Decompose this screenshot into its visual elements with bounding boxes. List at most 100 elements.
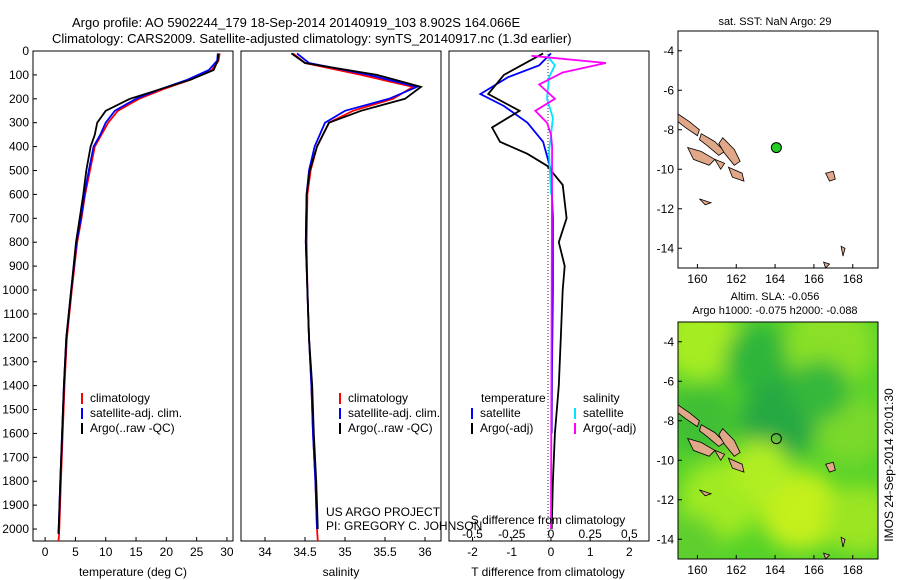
s-difference-tick-label: 0.5 bbox=[621, 527, 638, 541]
map-lon-label: 164 bbox=[765, 563, 785, 577]
island bbox=[699, 198, 713, 206]
sst-map-title: sat. SST: NaN Argo: 29 bbox=[718, 16, 831, 28]
temperature-tick-label: 25 bbox=[190, 545, 204, 559]
temperature-legend-label: satellite-adj. clim. bbox=[90, 406, 182, 420]
depth-tick-label: 200 bbox=[9, 92, 29, 106]
depth-tick-label: 400 bbox=[9, 140, 29, 154]
depth-tick-label: 1400 bbox=[2, 379, 29, 393]
sla-patch bbox=[725, 325, 795, 395]
salinity-legend-label: climatology bbox=[348, 391, 408, 405]
depth-tick-label: 1600 bbox=[2, 426, 29, 440]
map-lon-label: 160 bbox=[687, 563, 707, 577]
difference-temperature-legend-label: satellite bbox=[480, 406, 521, 420]
salinity-tick-label: 34.5 bbox=[293, 545, 317, 559]
temperature-series bbox=[57, 53, 221, 542]
depth-tick-label: 1200 bbox=[2, 331, 29, 345]
map-lat-label: -12 bbox=[657, 202, 675, 216]
depth-tick-label: 1000 bbox=[2, 283, 29, 297]
salinity-tick-label: 35 bbox=[338, 545, 352, 559]
map-lat-label: -8 bbox=[663, 414, 674, 428]
difference-tick-label: 1 bbox=[587, 545, 594, 559]
difference-legend: temperaturesatelliteArgo(-adj)salinitysa… bbox=[471, 391, 636, 435]
difference-series-line-3 bbox=[531, 54, 607, 530]
map-lat-label: -12 bbox=[657, 493, 675, 507]
temperature-tick-label: 0 bbox=[42, 545, 49, 559]
sla-map-title: Altim. SLA: -0.056 bbox=[731, 291, 820, 303]
temperature-legend-label: climatology bbox=[90, 391, 150, 405]
map-lon-label: 166 bbox=[804, 272, 824, 286]
depth-tick-label: 100 bbox=[9, 68, 29, 82]
temperature-tick-label: 30 bbox=[220, 545, 234, 559]
salinity-series bbox=[290, 52, 424, 542]
salinity-panel: 34 34.5 35 35.5 36 salinity climatologysatel… bbox=[240, 50, 482, 579]
depth-tick-label: 900 bbox=[9, 259, 29, 273]
temperature-xlabel: temperature (deg C) bbox=[79, 565, 187, 579]
depth-tick-label: 700 bbox=[9, 211, 29, 225]
depth-axis: 0 100 200 300 400 500 600 700 800 900 1000 1100 1200… bbox=[2, 44, 37, 536]
float-position-ring bbox=[770, 433, 782, 445]
series-line-0 bbox=[57, 53, 221, 542]
island bbox=[698, 133, 726, 156]
s-difference-label: S difference from climatology bbox=[471, 513, 626, 527]
map-lon-label: 168 bbox=[843, 272, 863, 286]
temperature-plot-frame bbox=[32, 50, 234, 542]
map-lat-label: -4 bbox=[663, 44, 674, 58]
salinity-legend-label: Argo(..raw -QC) bbox=[348, 421, 433, 435]
depth-tick-label: 800 bbox=[9, 235, 29, 249]
temperature-legend-label: Argo(..raw -QC) bbox=[90, 421, 175, 435]
header-line1: Argo profile: AO 5902244_179 18-Sep-2014… bbox=[72, 15, 520, 30]
difference-series bbox=[478, 52, 607, 530]
salinity-legend-label: satellite-adj. clim. bbox=[348, 406, 440, 420]
series-line-0 bbox=[292, 52, 416, 542]
sla-patch bbox=[678, 322, 740, 380]
temperature-x-axis: 0 5 10 15 20 25 30 bbox=[42, 537, 234, 559]
island bbox=[677, 113, 700, 137]
map-lat-label: -10 bbox=[657, 453, 675, 467]
difference-tick-label: 2 bbox=[626, 545, 633, 559]
map-lon-label: 166 bbox=[804, 563, 824, 577]
depth-tick-label: 1900 bbox=[2, 498, 29, 512]
header-line2: Climatology: CARS2009. Satellite-adjuste… bbox=[52, 31, 572, 46]
salinity-tick-label: 35.5 bbox=[373, 545, 397, 559]
salinity-x-axis: 34 34.5 35 35.5 36 bbox=[258, 537, 432, 559]
map-lat-label: -6 bbox=[663, 374, 674, 388]
map-lat-label: -6 bbox=[663, 83, 674, 97]
difference-salinity-legend-label: satellite bbox=[583, 406, 624, 420]
sla-patch bbox=[730, 440, 790, 500]
imos-timestamp: IMOS 24-Sep-2014 20:01:30 bbox=[882, 388, 896, 542]
difference-x-axis: -2 -1 0 1 2 bbox=[467, 537, 633, 559]
series-line-2 bbox=[290, 52, 424, 530]
difference-plot-frame bbox=[448, 50, 650, 542]
depth-tick-label: 0 bbox=[22, 44, 29, 58]
temperature-tick-label: 20 bbox=[160, 545, 174, 559]
difference-tick-label: -2 bbox=[467, 545, 478, 559]
difference-series-line-1 bbox=[486, 52, 568, 530]
salinity-plot-frame bbox=[240, 50, 442, 542]
depth-tick-label: 1300 bbox=[2, 355, 29, 369]
project-credit: US ARGO PROJECT bbox=[326, 505, 441, 519]
depth-tick-label: 1700 bbox=[2, 450, 29, 464]
s-difference-tick-label: 0.25 bbox=[578, 527, 602, 541]
sla-map-frame bbox=[677, 321, 879, 560]
island bbox=[822, 552, 831, 560]
temperature-tick-label: 5 bbox=[72, 545, 79, 559]
temperature-tick-label: 10 bbox=[99, 545, 113, 559]
difference-temperature-legend-label: Argo(-adj) bbox=[480, 421, 533, 435]
s-difference-tick-label: -0.5 bbox=[462, 527, 483, 541]
series-line-2 bbox=[57, 53, 220, 534]
difference-tick-label: -1 bbox=[506, 545, 517, 559]
depth-tick-label: 600 bbox=[9, 187, 29, 201]
sst-map-axes: 160 162 164 166 168 -4 -6 -8 -10 -12 -14 bbox=[657, 44, 863, 286]
island bbox=[677, 404, 700, 428]
island bbox=[825, 461, 836, 473]
temperature-tick-label: 15 bbox=[129, 545, 143, 559]
s-difference-tick-label: 0 bbox=[548, 527, 555, 541]
sla-map-land bbox=[677, 404, 846, 560]
sla-map-axes: 160 162 164 166 168 -4 -6 -8 -10 -12 -14 bbox=[657, 335, 863, 577]
island bbox=[718, 137, 741, 166]
sla-patch bbox=[678, 515, 720, 559]
depth-tick-label: 300 bbox=[9, 116, 29, 130]
